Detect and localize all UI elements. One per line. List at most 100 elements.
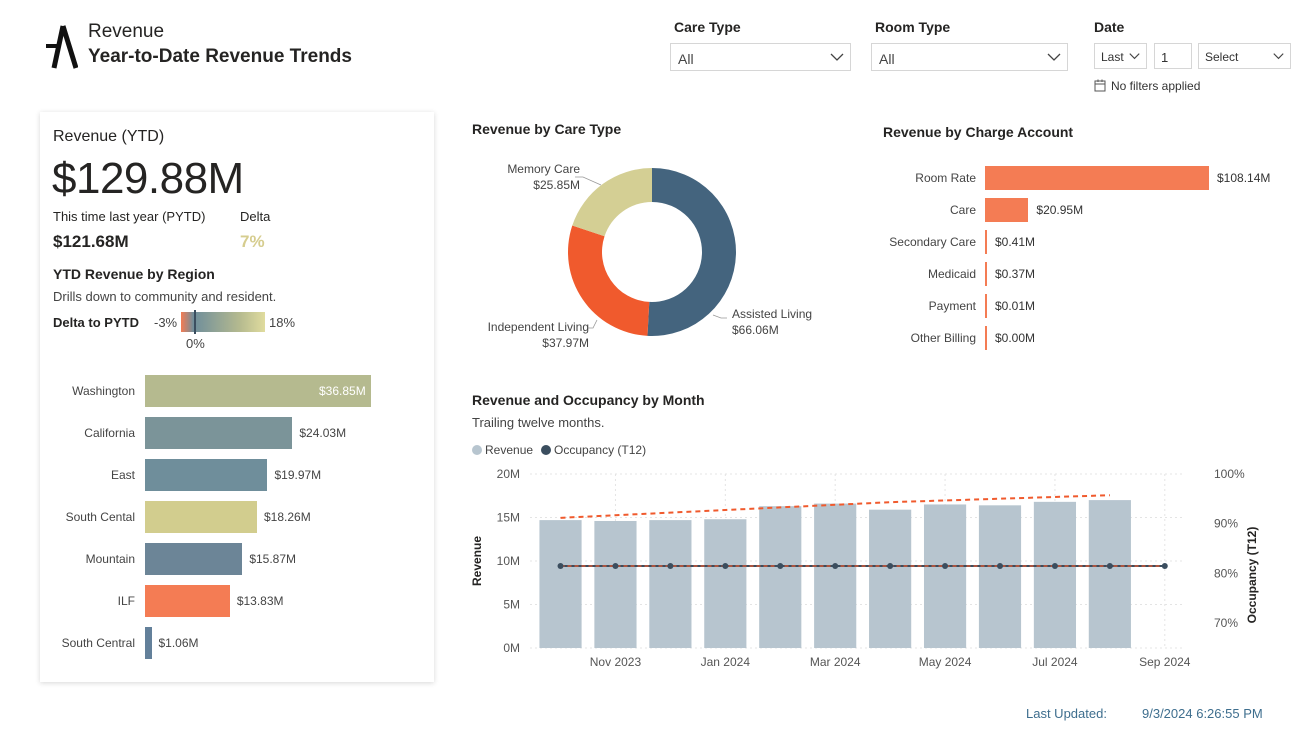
occupancy-point[interactable] — [832, 562, 839, 569]
delta-label: Delta — [240, 209, 271, 224]
y2-tick-label: 80% — [1214, 566, 1238, 580]
region-bar[interactable] — [145, 459, 268, 491]
charge-account-value: $0.37M — [995, 267, 1036, 281]
charge-account-bar[interactable] — [985, 198, 1029, 222]
charge-account-bar[interactable] — [985, 294, 987, 318]
occupancy-point[interactable] — [942, 562, 949, 569]
y-tick-label: 15M — [497, 511, 520, 525]
revenue-bar[interactable] — [814, 503, 857, 648]
occupancy-point[interactable] — [777, 562, 784, 569]
room-type-filter-label: Room Type — [875, 19, 951, 35]
region-chart-subtitle: Drills down to community and resident. — [53, 289, 277, 304]
date-unit-dropdown[interactable]: Select — [1198, 43, 1291, 69]
date-period-selected: Last — [1101, 50, 1124, 64]
charge-account-value: $0.01M — [995, 299, 1036, 313]
charge-account-value: $108.14M — [1217, 171, 1271, 185]
occupancy-point[interactable] — [557, 562, 564, 569]
independent-living-value: $37.97M — [542, 336, 589, 350]
date-count-input[interactable]: 1 — [1154, 43, 1192, 69]
occupancy-point[interactable] — [996, 562, 1003, 569]
x-tick-label: Sep 2024 — [1139, 655, 1191, 669]
region-label: ILF — [117, 594, 135, 608]
delta-value: 7% — [240, 232, 265, 251]
revenue-occupancy-combo-chart: 0M 5M 10M 15M 20M 70% 80% 90% 100% Nov 2023 Jan 20… — [470, 467, 1259, 669]
region-bar[interactable] — [145, 501, 257, 533]
region-label: California — [84, 426, 135, 440]
charge-account-value: $0.00M — [995, 331, 1036, 345]
region-bar[interactable] — [145, 543, 243, 575]
assisted-living-label: Assisted Living $66.06M — [732, 306, 832, 338]
chevron-down-icon — [830, 53, 844, 61]
region-label: South Cental — [65, 510, 135, 524]
donut-slice-memory-care[interactable] — [572, 168, 652, 237]
occupancy-point[interactable] — [667, 562, 674, 569]
care-type-chart-title: Revenue by Care Type — [472, 121, 622, 137]
date-filter-status: No filters applied — [1111, 79, 1201, 93]
charge-account-label: Room Rate — [915, 171, 976, 185]
region-value-label: $1.06M — [158, 636, 199, 650]
occupancy-point[interactable] — [1106, 562, 1113, 569]
revenue-bar[interactable] — [759, 506, 802, 648]
occupancy-point[interactable] — [1051, 562, 1058, 569]
region-label: Mountain — [85, 552, 135, 566]
region-bar[interactable] — [145, 375, 371, 407]
revenue-bar[interactable] — [869, 509, 912, 648]
revenue-bar[interactable] — [649, 520, 692, 648]
pytd-label: This time last year (PYTD) — [53, 209, 206, 224]
y2-tick-label: 90% — [1214, 517, 1238, 531]
donut-slice-assisted-living[interactable] — [647, 168, 737, 336]
independent-living-label: Independent Living $37.97M — [472, 319, 589, 351]
app-name: Revenue — [88, 21, 165, 42]
care-type-dropdown[interactable]: All — [670, 43, 851, 71]
brand-logo-icon — [46, 25, 78, 69]
date-unit-selected: Select — [1205, 50, 1239, 64]
kpi-value: $129.88M — [52, 154, 244, 203]
revenue-bar[interactable] — [704, 519, 747, 648]
charge-account-bar[interactable] — [985, 262, 987, 286]
revenue-bar[interactable] — [594, 520, 637, 648]
region-bar[interactable] — [145, 585, 230, 617]
donut-slice-independent-living[interactable] — [568, 225, 650, 336]
revenue-bar[interactable] — [1033, 501, 1077, 648]
y-tick-label: 20M — [497, 467, 520, 481]
charge-account-bar[interactable] — [985, 166, 1209, 190]
revenue-bar[interactable] — [978, 505, 1022, 648]
revenue-trend-line — [560, 494, 1110, 519]
pytd-value: $121.68M — [53, 232, 129, 251]
charge-account-value: $0.41M — [995, 235, 1036, 249]
delta-legend-max: 18% — [269, 315, 296, 330]
revenue-bar[interactable] — [1088, 500, 1131, 648]
region-label: Washington — [72, 384, 135, 398]
region-bar[interactable] — [145, 627, 152, 659]
region-label: East — [110, 468, 135, 482]
y-axis-title: Revenue — [470, 536, 484, 586]
x-tick-label: Jan 2024 — [701, 655, 751, 669]
region-bar[interactable] — [145, 417, 293, 449]
occupancy-point[interactable] — [612, 562, 619, 569]
charge-account-bar[interactable] — [985, 326, 987, 350]
revenue-legend-icon — [472, 445, 482, 455]
occupancy-point[interactable] — [722, 562, 729, 569]
revenue-bar[interactable] — [539, 520, 582, 648]
charge-account-label: Medicaid — [927, 267, 976, 281]
charge-account-label: Other Billing — [910, 331, 976, 345]
assisted-living-name: Assisted Living — [732, 307, 813, 321]
revenue-bar[interactable] — [923, 504, 967, 648]
occupancy-legend-icon — [541, 445, 552, 455]
date-period-dropdown[interactable]: Last — [1094, 43, 1147, 69]
room-type-dropdown[interactable]: All — [871, 43, 1068, 71]
x-tick-label: May 2024 — [919, 655, 972, 669]
care-type-filter-label: Care Type — [674, 19, 741, 35]
region-value-label: $15.87M — [249, 552, 297, 566]
occupancy-point[interactable] — [887, 562, 894, 569]
charge-account-label: Care — [949, 203, 976, 217]
chevron-down-icon — [1047, 53, 1061, 61]
charge-account-chart-title: Revenue by Charge Account — [883, 124, 1074, 140]
occupancy-point[interactable] — [1161, 562, 1168, 569]
y2-tick-label: 70% — [1214, 616, 1238, 630]
care-type-selected: All — [678, 51, 694, 67]
region-value-label: $13.83M — [236, 594, 284, 608]
charge-account-bar[interactable] — [985, 230, 987, 254]
region-chart-title: YTD Revenue by Region — [53, 266, 215, 282]
memory-care-value: $25.85M — [533, 178, 580, 192]
